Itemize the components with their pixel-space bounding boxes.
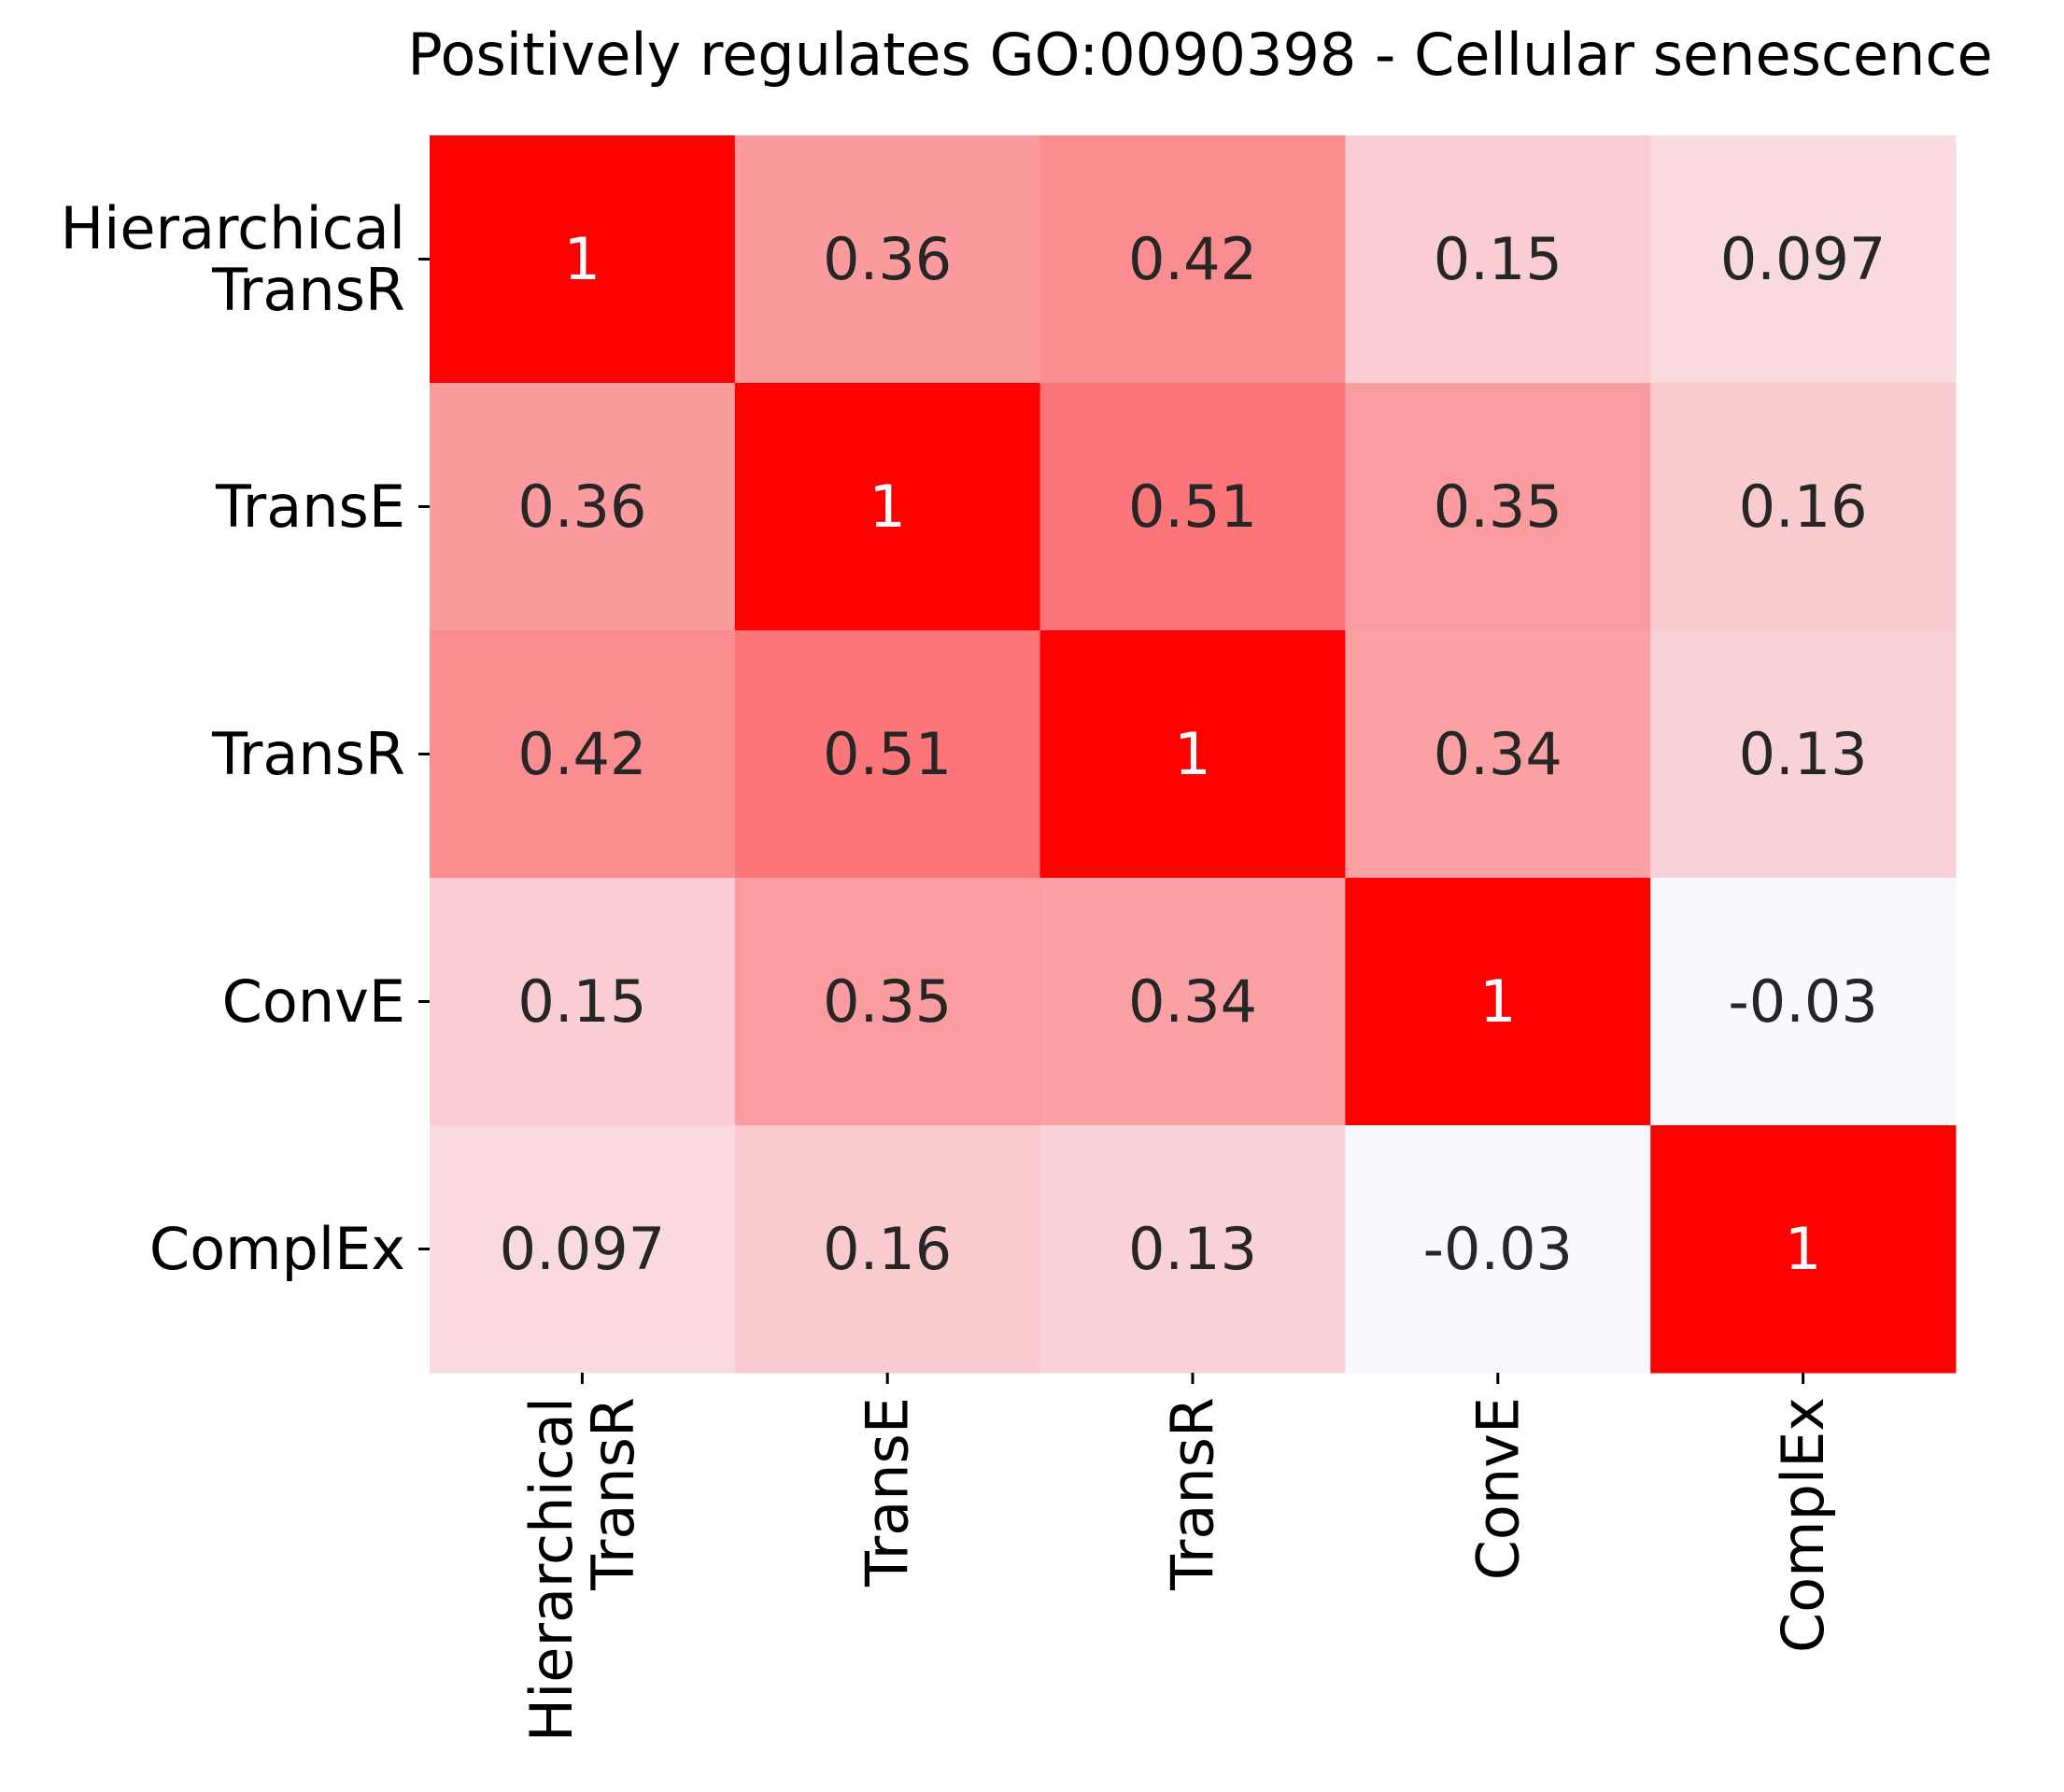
heatmap-value-label-r4-c3: -0.03 — [1423, 1215, 1573, 1283]
heatmap-value-label-r1-c2: 0.51 — [1128, 473, 1257, 541]
heatmap-cell-r4-c3 — [1345, 1125, 1651, 1374]
heatmap-value-label-r0-c4: 0.097 — [1720, 225, 1887, 293]
heatmap-value-label-r3-c1: 0.35 — [823, 967, 952, 1036]
heatmap-cell-r0-c1 — [734, 135, 1041, 384]
heatmap-cell-r3-c1 — [734, 878, 1041, 1126]
heatmap-cell-r2-c0 — [430, 630, 736, 879]
heatmap-cell-r4-c4 — [1650, 1125, 1957, 1374]
heatmap-cell-r1-c4 — [1650, 383, 1957, 631]
heatmap-cell-r3-c2 — [1039, 878, 1346, 1126]
heatmap-cell-r2-c2 — [1039, 630, 1346, 879]
heatmap-cells — [430, 135, 1957, 1374]
x-tick-label-4: ComplEx — [1769, 1397, 1837, 1653]
heatmap-value-label-r1-c3: 0.35 — [1434, 473, 1562, 541]
heatmap-cell-r1-c0 — [430, 383, 736, 631]
y-tick-label-3: ConvE — [222, 967, 405, 1036]
heatmap-cell-labels: 1 0.36 0.42 0.15 0.097 0.36 1 0.51 0.35 0.16 0.42 0… — [500, 225, 1887, 1283]
y-tick-label-1: TransE — [215, 473, 405, 541]
heatmap-value-label-r1-c4: 0.16 — [1739, 473, 1868, 541]
heatmap-cell-r1-c2 — [1039, 383, 1346, 631]
heatmap-value-label-r2-c1: 0.51 — [823, 720, 952, 788]
heatmap-value-label-r2-c4: 0.13 — [1739, 720, 1868, 788]
x-axis: HierarchicalTransR TransE TransR ConvE Compl… — [517, 1373, 1837, 1743]
heatmap-value-label-r2-c0: 0.42 — [517, 720, 646, 788]
heatmap-cell-r0-c4 — [1650, 135, 1957, 384]
x-tick-label-1: TransE — [854, 1397, 922, 1587]
heatmap-cell-r3-c4 — [1650, 878, 1957, 1126]
heatmap-value-label-r4-c0: 0.097 — [500, 1215, 666, 1283]
heatmap-value-label-r3-c3: 1 — [1479, 967, 1516, 1036]
heatmap-cell-r3-c3 — [1345, 878, 1651, 1126]
heatmap-value-label-r4-c4: 1 — [1785, 1215, 1821, 1283]
heatmap-value-label-r1-c1: 1 — [869, 473, 905, 541]
heatmap-cell-r0-c3 — [1345, 135, 1651, 384]
x-tick-label-0: HierarchicalTransR — [517, 1397, 647, 1743]
x-tick-label-2: TransR — [1159, 1397, 1227, 1591]
heatmap-cell-r1-c1 — [734, 383, 1041, 631]
heatmap-cell-r1-c3 — [1345, 383, 1651, 631]
heatmap-value-label-r4-c1: 0.16 — [823, 1215, 952, 1283]
heatmap-value-label-r3-c0: 0.15 — [517, 967, 646, 1036]
heatmap-value-label-r3-c4: -0.03 — [1728, 967, 1877, 1036]
heatmap-value-label-r0-c3: 0.15 — [1434, 225, 1562, 293]
heatmap-value-label-r2-c3: 0.34 — [1434, 720, 1562, 788]
heatmap-value-label-r4-c2: 0.13 — [1128, 1215, 1257, 1283]
heatmap-value-label-r0-c0: 1 — [564, 225, 601, 293]
heatmap-cell-r0-c0 — [430, 135, 736, 384]
y-axis: Hierarchical TransR TransE TransR ConvE Compl… — [60, 194, 430, 1283]
heatmap-cell-r4-c1 — [734, 1125, 1041, 1374]
heatmap-value-label-r1-c0: 0.36 — [517, 473, 646, 541]
chart-title: Positively regulates GO:0090398 - Cellul… — [407, 21, 1992, 89]
heatmap-cell-r4-c2 — [1039, 1125, 1346, 1374]
heatmap-cell-r2-c3 — [1345, 630, 1651, 879]
y-tick-label-0: Hierarchical TransR — [60, 194, 405, 324]
y-tick-label-4: ComplEx — [149, 1215, 405, 1283]
y-tick-label-2: TransR — [211, 720, 405, 788]
x-tick-label-3: ConvE — [1463, 1397, 1532, 1580]
heatmap-cell-r3-c0 — [430, 878, 736, 1126]
heatmap-cell-r2-c1 — [734, 630, 1041, 879]
heatmap-value-label-r0-c1: 0.36 — [823, 225, 952, 293]
heatmap-cell-r2-c4 — [1650, 630, 1957, 879]
heatmap-value-label-r0-c2: 0.42 — [1128, 225, 1257, 293]
heatmap-cell-r4-c0 — [430, 1125, 736, 1374]
heatmap-value-label-r2-c2: 1 — [1174, 720, 1210, 788]
heatmap-cell-r0-c2 — [1039, 135, 1346, 384]
heatmap-value-label-r3-c2: 0.34 — [1128, 967, 1257, 1036]
